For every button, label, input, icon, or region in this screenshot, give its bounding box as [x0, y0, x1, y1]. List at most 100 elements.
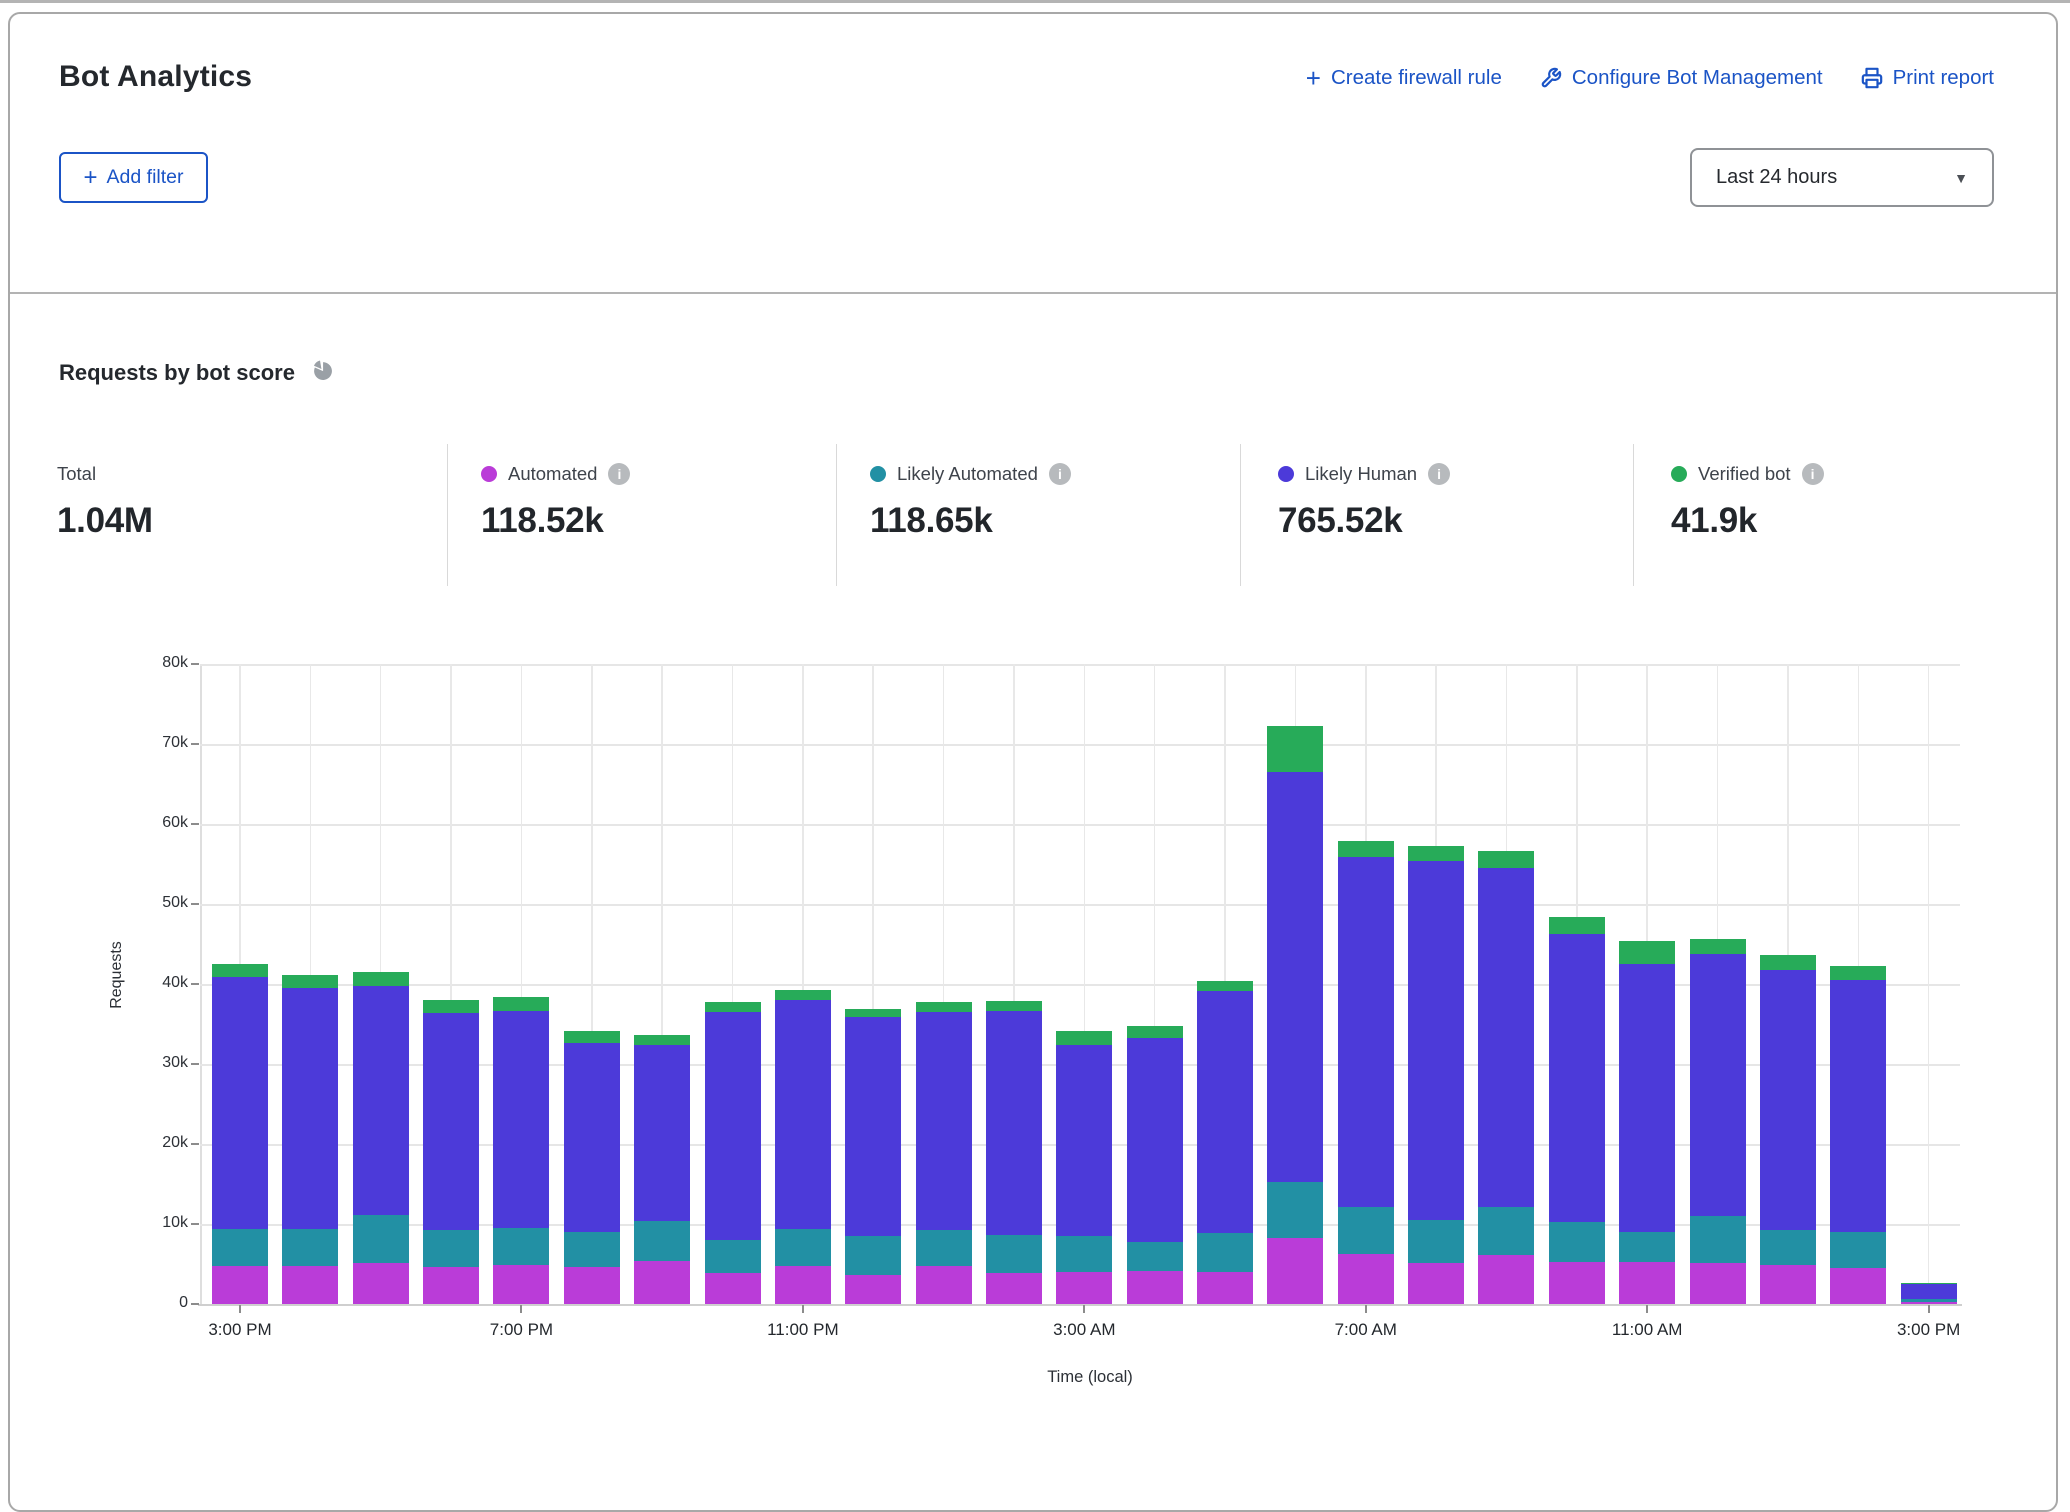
- bar-segment-likely-human[interactable]: [1830, 980, 1887, 1232]
- bar-segment-likely-human[interactable]: [1759, 969, 1816, 1230]
- bar-segment-automated[interactable]: [704, 1272, 761, 1304]
- bar-segment-verified-bot[interactable]: [1619, 940, 1676, 965]
- chart-bar-22[interactable]: [1689, 939, 1746, 1304]
- bar-segment-likely-human[interactable]: [1126, 1037, 1183, 1243]
- bar-segment-automated[interactable]: [1900, 1301, 1957, 1304]
- bar-segment-likely-automated[interactable]: [1056, 1236, 1113, 1272]
- bar-segment-verified-bot[interactable]: [1759, 955, 1816, 970]
- bar-segment-likely-automated[interactable]: [704, 1240, 761, 1273]
- bar-segment-likely-human[interactable]: [1337, 856, 1394, 1208]
- bar-segment-automated[interactable]: [845, 1275, 902, 1304]
- bar-segment-automated[interactable]: [493, 1264, 550, 1304]
- bar-segment-automated[interactable]: [1267, 1238, 1324, 1304]
- chart-bar-10[interactable]: [845, 1008, 902, 1304]
- bar-segment-verified-bot[interactable]: [1197, 980, 1254, 992]
- bar-segment-likely-automated[interactable]: [212, 1228, 268, 1266]
- bar-segment-automated[interactable]: [1337, 1254, 1394, 1304]
- bar-segment-likely-automated[interactable]: [1408, 1220, 1465, 1264]
- bar-segment-automated[interactable]: [1689, 1263, 1746, 1304]
- bar-segment-automated[interactable]: [352, 1263, 409, 1304]
- chart-bar-4[interactable]: [423, 1000, 480, 1304]
- bar-segment-verified-bot[interactable]: [1478, 851, 1535, 869]
- chart-bar-8[interactable]: [704, 1002, 761, 1304]
- bar-segment-likely-automated[interactable]: [1478, 1207, 1535, 1256]
- bar-segment-verified-bot[interactable]: [1056, 1031, 1113, 1045]
- bar-segment-automated[interactable]: [563, 1267, 620, 1304]
- bar-segment-likely-automated[interactable]: [282, 1228, 339, 1267]
- bar-segment-verified-bot[interactable]: [1548, 916, 1605, 935]
- bar-segment-likely-human[interactable]: [352, 985, 409, 1216]
- bar-segment-automated[interactable]: [212, 1265, 268, 1304]
- bar-segment-likely-automated[interactable]: [1689, 1216, 1746, 1264]
- bar-segment-likely-human[interactable]: [423, 1012, 480, 1230]
- bar-segment-likely-human[interactable]: [1197, 991, 1254, 1233]
- print-report-link[interactable]: Print report: [1861, 66, 1994, 90]
- bar-segment-verified-bot[interactable]: [1830, 966, 1887, 980]
- bar-segment-likely-automated[interactable]: [352, 1215, 409, 1264]
- bar-segment-likely-human[interactable]: [282, 988, 339, 1229]
- chart-bar-16[interactable]: [1267, 725, 1324, 1304]
- info-icon[interactable]: i: [608, 463, 631, 485]
- bar-segment-likely-automated[interactable]: [985, 1235, 1042, 1273]
- bar-segment-verified-bot[interactable]: [774, 990, 831, 1001]
- chart-bar-7[interactable]: [634, 1035, 691, 1304]
- bar-segment-likely-automated[interactable]: [1337, 1207, 1394, 1255]
- bar-segment-automated[interactable]: [1548, 1261, 1605, 1304]
- chart-bar-17[interactable]: [1337, 840, 1394, 1304]
- chart-bar-20[interactable]: [1548, 916, 1605, 1304]
- bar-segment-likely-automated[interactable]: [1830, 1232, 1887, 1268]
- bar-segment-likely-human[interactable]: [493, 1011, 550, 1229]
- bar-segment-verified-bot[interactable]: [704, 1002, 761, 1013]
- bar-segment-likely-automated[interactable]: [845, 1236, 902, 1276]
- bar-segment-automated[interactable]: [985, 1272, 1042, 1304]
- bar-segment-automated[interactable]: [1830, 1268, 1887, 1304]
- chart-bar-23[interactable]: [1759, 955, 1816, 1304]
- bar-segment-automated[interactable]: [1759, 1264, 1816, 1304]
- bar-segment-likely-human[interactable]: [985, 1011, 1042, 1236]
- bar-segment-automated[interactable]: [282, 1266, 339, 1304]
- add-filter-button[interactable]: + Add filter: [59, 152, 208, 203]
- bar-segment-likely-human[interactable]: [915, 1012, 972, 1230]
- info-icon[interactable]: i: [1428, 463, 1451, 485]
- bar-segment-likely-human[interactable]: [845, 1016, 902, 1237]
- bar-segment-automated[interactable]: [774, 1266, 831, 1304]
- configure-bot-management-link[interactable]: Configure Bot Management: [1540, 66, 1823, 90]
- info-icon[interactable]: i: [1801, 463, 1824, 485]
- time-range-select[interactable]: Last 24 hours ▼: [1690, 148, 1994, 207]
- bar-segment-likely-human[interactable]: [1478, 868, 1535, 1208]
- chart-bar-13[interactable]: [1056, 1031, 1113, 1304]
- chart-bar-11[interactable]: [915, 1002, 972, 1304]
- bar-segment-likely-automated[interactable]: [1197, 1232, 1254, 1272]
- bar-segment-verified-bot[interactable]: [352, 972, 409, 986]
- bar-segment-likely-human[interactable]: [774, 1000, 831, 1229]
- bar-segment-likely-human[interactable]: [1619, 964, 1676, 1233]
- bar-segment-likely-human[interactable]: [1689, 954, 1746, 1217]
- chart-bar-5[interactable]: [493, 996, 550, 1304]
- bar-segment-likely-human[interactable]: [1900, 1284, 1957, 1300]
- bar-segment-likely-automated[interactable]: [915, 1229, 972, 1267]
- bar-segment-likely-human[interactable]: [634, 1044, 691, 1221]
- bar-segment-automated[interactable]: [1056, 1272, 1113, 1304]
- bar-segment-likely-automated[interactable]: [1548, 1221, 1605, 1262]
- bar-segment-likely-automated[interactable]: [1900, 1299, 1957, 1302]
- chart-bar-19[interactable]: [1478, 851, 1535, 1304]
- chart-bar-12[interactable]: [985, 1000, 1042, 1304]
- bar-segment-verified-bot[interactable]: [493, 996, 550, 1012]
- bar-segment-likely-human[interactable]: [1408, 860, 1465, 1221]
- info-icon[interactable]: i: [1048, 463, 1071, 485]
- bar-segment-automated[interactable]: [1478, 1255, 1535, 1304]
- bar-segment-automated[interactable]: [1408, 1263, 1465, 1304]
- bar-segment-likely-automated[interactable]: [1126, 1242, 1183, 1272]
- bar-segment-automated[interactable]: [1197, 1272, 1254, 1304]
- chart-bar-15[interactable]: [1197, 980, 1254, 1304]
- bar-segment-verified-bot[interactable]: [634, 1035, 691, 1045]
- bar-segment-likely-automated[interactable]: [1619, 1232, 1676, 1263]
- bar-segment-likely-automated[interactable]: [493, 1228, 550, 1265]
- bar-segment-verified-bot[interactable]: [1689, 939, 1746, 955]
- chart-bar-14[interactable]: [1126, 1026, 1183, 1304]
- bar-segment-likely-automated[interactable]: [634, 1220, 691, 1261]
- bar-segment-likely-human[interactable]: [1267, 772, 1324, 1183]
- chart-bar-1[interactable]: [212, 964, 268, 1304]
- bar-segment-verified-bot[interactable]: [845, 1008, 902, 1017]
- bar-segment-likely-automated[interactable]: [563, 1232, 620, 1268]
